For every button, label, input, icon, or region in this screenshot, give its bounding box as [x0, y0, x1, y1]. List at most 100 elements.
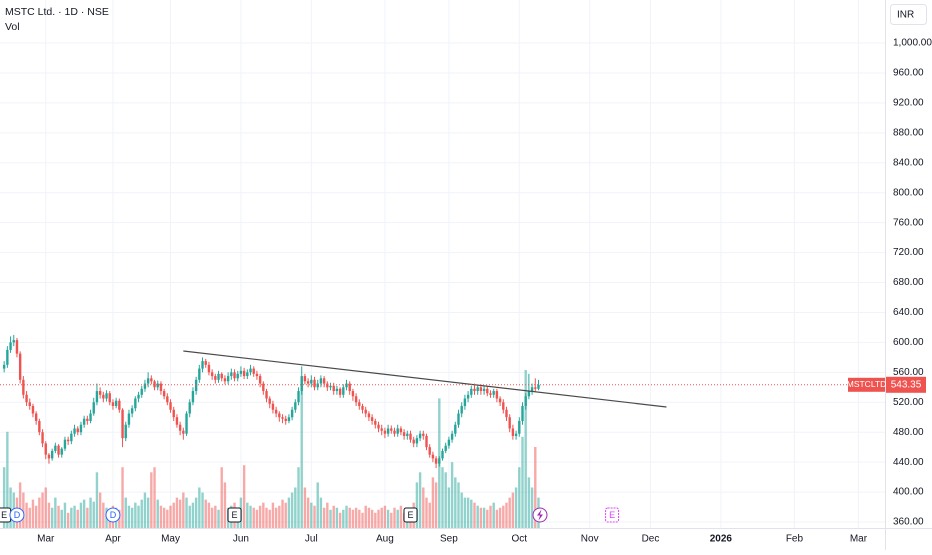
candle-body	[79, 424, 83, 433]
candle-body	[390, 428, 393, 431]
volume-bar	[335, 507, 339, 528]
candle-body	[246, 372, 249, 377]
candle-body	[76, 428, 79, 433]
event-marker[interactable]: E	[0, 507, 12, 523]
volume-bar	[63, 502, 67, 528]
candle-body	[182, 430, 185, 434]
candle-body	[47, 454, 51, 459]
volume-bar	[476, 505, 479, 528]
candle-body	[348, 383, 351, 392]
volume-bar	[530, 487, 534, 528]
volume-bar	[482, 507, 486, 528]
volume-bar	[92, 501, 95, 528]
volume-bar	[150, 472, 153, 528]
volume-bar	[249, 505, 252, 528]
candle-body	[18, 353, 22, 380]
candle-body	[204, 361, 207, 365]
volume-bar	[34, 505, 38, 528]
candle-body	[105, 393, 108, 399]
volume-bar	[166, 509, 169, 528]
event-marker[interactable]: D	[9, 507, 25, 523]
event-marker[interactable]: E	[227, 507, 242, 523]
price-tag	[886, 376, 926, 393]
volume-bar	[73, 505, 76, 528]
volume-bar	[47, 502, 51, 528]
candle-body	[156, 383, 159, 388]
volume-bar	[140, 499, 143, 528]
event-marker[interactable]: E	[605, 507, 620, 523]
volume-bar	[255, 509, 259, 528]
candle-body	[268, 398, 271, 404]
candle-body	[121, 409, 124, 439]
volume-bar	[380, 507, 383, 528]
candle-body	[89, 413, 92, 421]
event-marker[interactable]: D	[105, 507, 121, 523]
volume-bar	[486, 509, 489, 528]
event-marker[interactable]: E	[403, 507, 418, 523]
candle-body	[351, 391, 355, 397]
volume-bar	[450, 462, 454, 528]
volume-bar	[18, 482, 22, 528]
volume-bar	[223, 482, 227, 528]
candle-body	[377, 424, 380, 429]
volume-bar	[258, 505, 262, 528]
y-tick-label: 920.00	[893, 98, 924, 109]
event-shape	[9, 507, 25, 523]
candle-body	[524, 396, 527, 407]
event-label: E	[232, 510, 238, 520]
volume-bar	[137, 505, 140, 528]
y-tick-label: 440.00	[893, 457, 924, 468]
volume-bar	[431, 477, 435, 528]
candle-body	[335, 388, 339, 392]
candle-body	[22, 379, 25, 395]
volume-bar	[460, 492, 463, 528]
volume-bar	[434, 482, 438, 528]
candle-body	[12, 340, 15, 343]
candle-body	[236, 373, 239, 379]
candle-body	[297, 391, 300, 403]
candle-body	[322, 378, 326, 384]
candle-body	[313, 379, 316, 388]
candle-body	[470, 388, 473, 395]
volume-bar	[284, 502, 287, 528]
volume-bar	[297, 467, 300, 528]
candle-body	[60, 448, 63, 455]
volume-bar	[441, 467, 444, 528]
volume-bar	[156, 499, 159, 528]
candle-body	[150, 378, 153, 382]
candle-body	[409, 433, 412, 440]
volume-bar	[124, 497, 127, 528]
y-tick-label: 600.00	[893, 337, 924, 348]
volume-bar	[508, 497, 511, 528]
candle-body	[466, 394, 470, 399]
volume-bar	[102, 502, 105, 528]
candle-body	[54, 445, 57, 451]
candle-body	[306, 381, 310, 384]
candle-body	[194, 379, 198, 392]
volume-bar	[300, 380, 303, 528]
candle-body	[287, 417, 291, 421]
candle-body	[178, 424, 182, 431]
candle-body	[217, 373, 220, 380]
candle-body	[127, 413, 131, 425]
volume-bar	[60, 509, 63, 528]
volume-bar	[348, 507, 351, 528]
volume-bar	[313, 505, 316, 528]
volume-bar	[162, 507, 166, 528]
volume-bar	[76, 509, 79, 528]
volume-bar	[66, 512, 70, 528]
candle-body	[98, 391, 102, 395]
volume-bar	[377, 509, 380, 528]
candle-body	[172, 409, 175, 418]
volume-bar	[514, 487, 518, 528]
currency-box[interactable]	[890, 4, 927, 25]
volume-bar	[390, 512, 393, 528]
lightning-icon[interactable]	[532, 507, 548, 523]
volume-bar	[345, 505, 348, 528]
volume-bar	[374, 512, 377, 528]
volume-bar	[447, 487, 451, 528]
candle-body	[473, 388, 476, 392]
y-tick-label: 960.00	[893, 68, 924, 79]
